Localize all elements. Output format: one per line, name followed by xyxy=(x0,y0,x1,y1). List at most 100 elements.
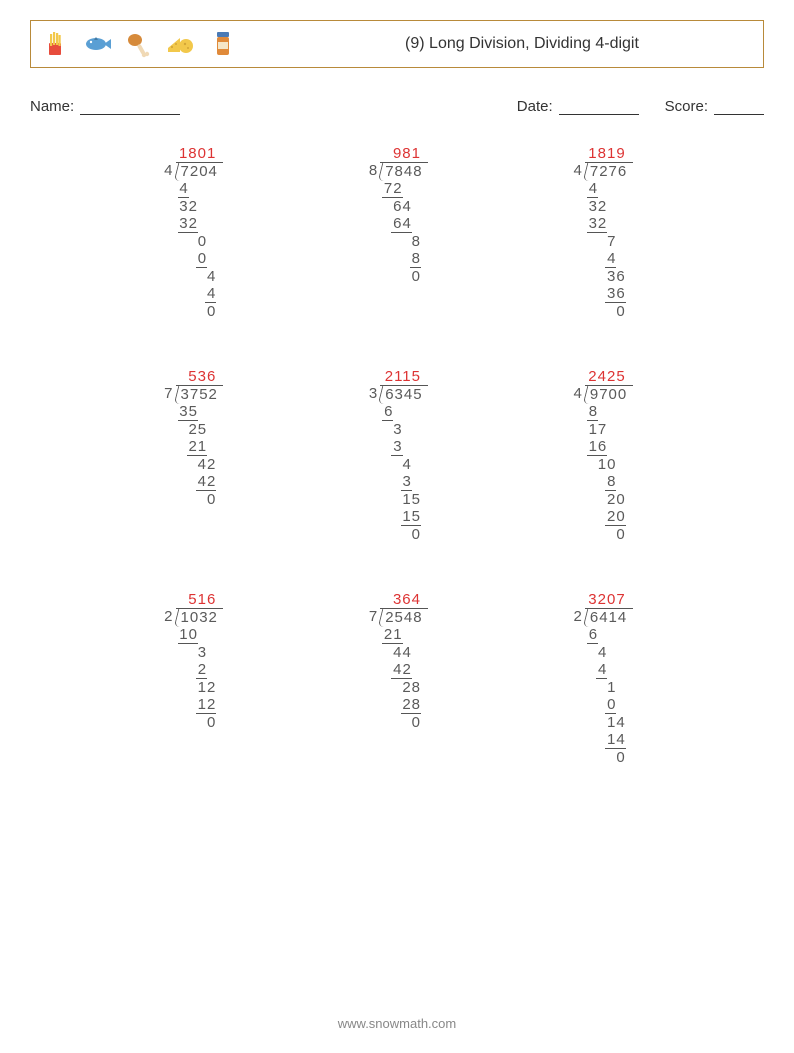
fries-icon xyxy=(39,28,71,60)
name-label: Name: xyxy=(30,98,74,115)
score-label: Score: xyxy=(665,98,708,115)
division-step: 8 xyxy=(366,233,421,250)
division-step: 4 xyxy=(161,285,216,303)
worksheet-page: (9) Long Division, Dividing 4-digit Name… xyxy=(0,0,794,786)
date-label: Date: xyxy=(517,98,553,115)
division-step: 4 xyxy=(571,250,626,268)
division-step: 42 xyxy=(161,473,216,491)
division-step: 7 xyxy=(571,233,626,250)
division-step: 36 xyxy=(571,268,626,285)
problem: 2425497008171610820200 xyxy=(499,368,704,543)
division-step: 32 xyxy=(571,198,626,215)
division-step: 0 xyxy=(366,268,421,285)
drumstick-icon xyxy=(123,28,155,60)
division-step: 0 xyxy=(366,714,421,731)
division-step: 44 xyxy=(366,644,421,661)
division-step: 3 xyxy=(366,473,421,491)
division-step: 28 xyxy=(366,679,421,696)
division-step: 21 xyxy=(366,626,421,644)
division-step: 64 xyxy=(366,215,421,233)
dividend: 2548 xyxy=(380,608,428,626)
division-step: 15 xyxy=(366,491,421,508)
division-step: 12 xyxy=(161,696,216,714)
dividend: 7848 xyxy=(380,162,428,180)
divisor: 7 xyxy=(161,385,175,402)
division-step: 20 xyxy=(571,491,626,508)
icon-row xyxy=(39,28,239,60)
division-step: 0 xyxy=(161,714,216,731)
quotient: 3207 xyxy=(571,591,626,608)
division-step: 36 xyxy=(571,285,626,303)
division-step: 2 xyxy=(161,661,216,679)
division-step: 4 xyxy=(161,180,216,198)
division-step: 0 xyxy=(571,303,626,320)
division-step: 0 xyxy=(366,526,421,543)
division-step: 42 xyxy=(161,456,216,473)
division-step: 25 xyxy=(161,421,216,438)
division-step: 0 xyxy=(161,303,216,320)
division-step: 8 xyxy=(571,473,626,491)
page-title: (9) Long Division, Dividing 4-digit xyxy=(289,35,755,53)
division-step: 64 xyxy=(366,198,421,215)
quotient: 2425 xyxy=(571,368,626,385)
problem: 3647254821444228280 xyxy=(295,591,500,766)
quotient: 536 xyxy=(161,368,216,385)
dividend: 7276 xyxy=(585,162,633,180)
dividend: 1032 xyxy=(176,608,224,626)
division-step: 0 xyxy=(571,749,626,766)
division-step: 8 xyxy=(571,403,626,421)
division-step: 3 xyxy=(366,421,421,438)
dividend: 9700 xyxy=(585,385,633,403)
division-step: 8 xyxy=(366,250,421,268)
division-step: 0 xyxy=(161,233,216,250)
division-step: 35 xyxy=(161,403,216,421)
cheese-icon xyxy=(165,28,197,60)
division-step: 4 xyxy=(571,644,626,661)
divisor: 4 xyxy=(571,385,585,402)
jar-icon xyxy=(207,28,239,60)
division-step: 3 xyxy=(366,438,421,456)
problem: 51621032103212120 xyxy=(90,591,295,766)
division-step: 42 xyxy=(366,661,421,679)
dividend: 3752 xyxy=(176,385,224,403)
quotient: 1801 xyxy=(161,145,216,162)
division-step: 10 xyxy=(161,626,216,644)
problem: 2115363456334315150 xyxy=(295,368,500,543)
problems-grid: 1801472044323200440981878487264648801819… xyxy=(30,145,764,766)
dividend: 6345 xyxy=(380,385,428,403)
dividend: 7204 xyxy=(176,162,224,180)
division-step: 32 xyxy=(161,215,216,233)
divisor: 2 xyxy=(161,608,175,625)
footer: www.snowmath.com xyxy=(0,1016,794,1031)
header: (9) Long Division, Dividing 4-digit xyxy=(30,20,764,68)
division-step: 12 xyxy=(161,679,216,696)
division-step: 14 xyxy=(571,731,626,749)
division-step: 21 xyxy=(161,438,216,456)
division-step: 6 xyxy=(366,403,421,421)
division-step: 72 xyxy=(366,180,421,198)
division-step: 6 xyxy=(571,626,626,644)
problem: 1801472044323200440 xyxy=(90,145,295,320)
divisor: 4 xyxy=(161,162,175,179)
division-step: 32 xyxy=(161,198,216,215)
division-step: 10 xyxy=(571,456,626,473)
date-blank[interactable] xyxy=(559,98,639,115)
problem: 98187848726464880 xyxy=(295,145,500,320)
division-step: 4 xyxy=(366,456,421,473)
quotient: 364 xyxy=(366,591,421,608)
dividend: 6414 xyxy=(585,608,633,626)
division-step: 4 xyxy=(571,661,626,679)
division-step: 15 xyxy=(366,508,421,526)
divisor: 2 xyxy=(571,608,585,625)
problem: 3207264146441014140 xyxy=(499,591,704,766)
division-step: 0 xyxy=(571,526,626,543)
problem: 181947276432327436360 xyxy=(499,145,704,320)
name-blank[interactable] xyxy=(80,98,180,115)
division-step: 0 xyxy=(571,696,626,714)
division-step: 0 xyxy=(161,491,216,508)
division-step: 17 xyxy=(571,421,626,438)
quotient: 516 xyxy=(161,591,216,608)
score-blank[interactable] xyxy=(714,98,764,115)
division-step: 32 xyxy=(571,215,626,233)
fish-icon xyxy=(81,28,113,60)
